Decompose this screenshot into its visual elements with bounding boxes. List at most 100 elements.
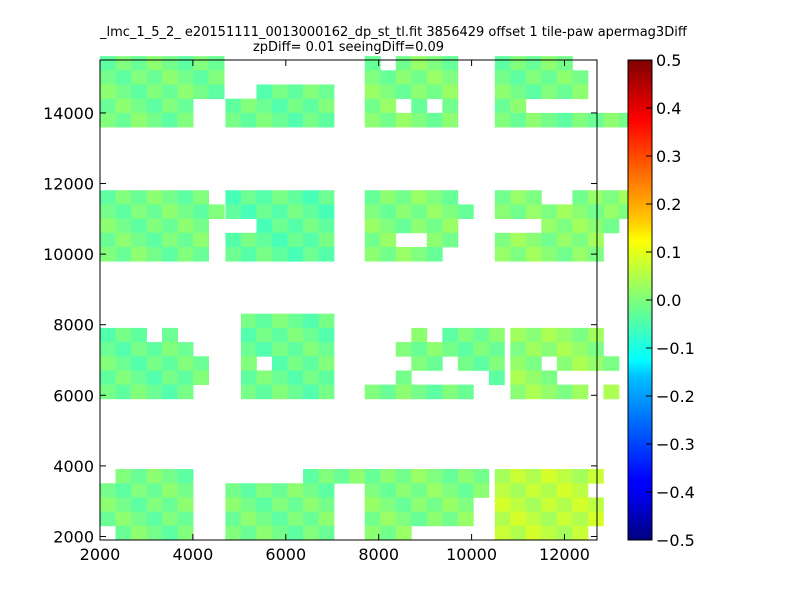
heatmap-cell — [572, 218, 589, 234]
heatmap-cell — [318, 497, 335, 513]
heatmap-cell — [240, 190, 257, 205]
heatmap-cell — [510, 384, 527, 400]
heatmap-cell — [146, 218, 163, 234]
heatmap-cell — [193, 84, 209, 100]
heatmap-cell — [572, 497, 589, 513]
heatmap-cell — [271, 497, 288, 513]
heatmap-cell — [240, 313, 257, 329]
heatmap-cell — [510, 370, 527, 386]
heatmap-cell — [100, 218, 116, 234]
heatmap-cell — [287, 511, 304, 527]
heatmap-cell — [100, 342, 116, 357]
colorbar-tick-label: 0.0 — [656, 291, 681, 310]
heatmap-cell — [541, 84, 558, 100]
heatmap-cell — [240, 525, 257, 541]
heatmap-cell — [395, 525, 412, 541]
heatmap-cell — [100, 70, 116, 85]
heatmap-cell — [556, 469, 573, 484]
heatmap-cell — [115, 232, 132, 248]
heatmap-cell — [510, 112, 527, 128]
heatmap-cell — [256, 511, 273, 527]
heatmap-cell — [256, 483, 273, 498]
heatmap-cell — [131, 84, 147, 100]
heatmap-cell — [395, 204, 412, 220]
heatmap-cell — [146, 511, 163, 527]
heatmap-cell — [541, 232, 558, 248]
heatmap-cell — [426, 232, 443, 248]
heatmap-cell — [177, 112, 194, 128]
heatmap-cell — [302, 469, 319, 484]
heatmap-cell — [556, 246, 573, 262]
heatmap-cell — [525, 483, 542, 498]
heatmap-cell — [426, 70, 443, 85]
heatmap-cell — [318, 84, 335, 100]
heatmap-cell — [177, 370, 194, 386]
heatmap-cell — [525, 204, 542, 220]
heatmap-cell — [100, 511, 116, 527]
heatmap-cell — [411, 497, 428, 513]
heatmap-cell — [162, 70, 178, 85]
heatmap-cell — [240, 356, 257, 371]
heatmap-cell — [603, 384, 620, 400]
heatmap-cell — [146, 370, 163, 386]
heatmap-cell — [457, 497, 474, 513]
heatmap-cell — [256, 246, 273, 262]
heatmap-cell — [302, 525, 319, 541]
heatmap-cell — [442, 483, 459, 498]
heatmap-cell — [572, 246, 589, 262]
heatmap-cell — [510, 511, 527, 527]
heatmap-cell — [426, 497, 443, 513]
x-tick-label: 8000 — [358, 545, 399, 564]
heatmap-cell — [208, 204, 225, 220]
x-tick-label: 12000 — [539, 545, 590, 564]
heatmap-cell — [510, 497, 527, 513]
y-tick-label: 4000 — [53, 457, 94, 476]
heatmap-cell — [426, 56, 443, 71]
heatmap-cell — [287, 497, 304, 513]
heatmap-cell — [603, 204, 620, 220]
heatmap-cell — [556, 342, 573, 357]
heatmap-cell — [510, 98, 527, 114]
heatmap-cell — [349, 469, 366, 484]
heatmap-cell — [256, 190, 273, 205]
colorbar-tick-label: 0.2 — [656, 195, 681, 214]
heatmap-cell — [380, 483, 397, 498]
heatmap-cell — [457, 342, 474, 357]
heatmap-cell — [318, 327, 335, 343]
heatmap-cell — [556, 70, 573, 85]
heatmap-cell — [287, 84, 304, 100]
heatmap-cell — [256, 525, 273, 541]
heatmap-cell — [240, 342, 257, 357]
heatmap-cell — [556, 204, 573, 220]
heatmap-cell — [162, 384, 178, 400]
plot-frame — [99, 59, 598, 541]
heatmap-cell — [287, 190, 304, 205]
heatmap-cell — [225, 98, 242, 114]
heatmap-cell — [240, 384, 257, 400]
heatmap-cell — [302, 218, 319, 234]
heatmap-cell — [271, 204, 288, 220]
heatmap-cell — [380, 469, 397, 484]
heatmap-cell — [525, 56, 542, 71]
heatmap-cell — [318, 218, 335, 234]
heatmap-cell — [318, 204, 335, 220]
heatmap-cell — [525, 190, 542, 205]
heatmap-cell — [411, 56, 428, 71]
heatmap-cell — [395, 246, 412, 262]
heatmap-cell — [556, 84, 573, 100]
heatmap-cell — [364, 469, 381, 484]
heatmap-cell — [572, 190, 589, 205]
heatmap-cell — [541, 370, 558, 386]
heatmap-cell — [318, 384, 335, 400]
heatmap-cell — [177, 497, 194, 513]
x-tick-label: 6000 — [265, 545, 306, 564]
heatmap-cell — [177, 356, 194, 371]
heatmap-cell — [380, 218, 397, 234]
heatmap-cell — [364, 246, 381, 262]
heatmap-cell — [302, 356, 319, 371]
heatmap-cell — [100, 98, 116, 114]
heatmap-cell — [426, 469, 443, 484]
heatmap-cell — [177, 525, 194, 541]
heatmap-cell — [364, 497, 381, 513]
heatmap-cell — [271, 525, 288, 541]
